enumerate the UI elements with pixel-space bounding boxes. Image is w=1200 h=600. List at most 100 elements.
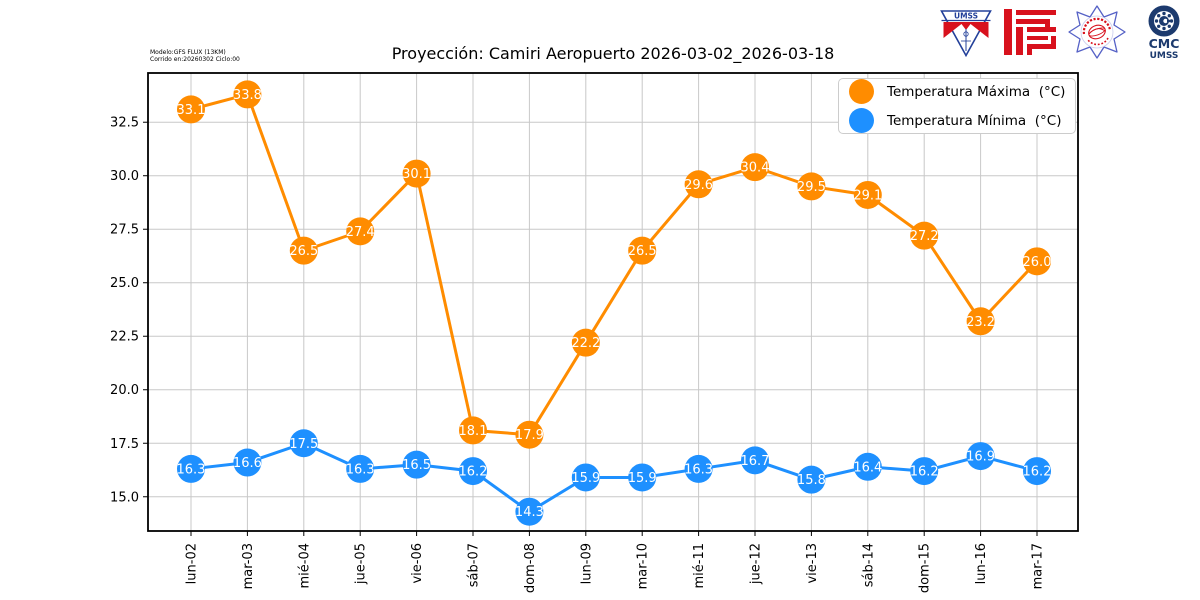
legend-item-temp-min: Temperatura Mínima (°C) xyxy=(839,108,1075,133)
data-label-min: 16.4 xyxy=(853,460,882,475)
data-point-max xyxy=(853,180,882,209)
chart-title: Proyección: Camiri Aeropuerto 2026-03-02… xyxy=(391,44,835,63)
x-tick-label: sáb-14 xyxy=(861,543,876,587)
data-point-min xyxy=(966,442,995,471)
logo-strip: UMSS xyxy=(940,4,1192,60)
data-label-max: 29.6 xyxy=(684,178,713,193)
data-point-min xyxy=(289,429,318,458)
cmc-umss-logo: CMC UMSS xyxy=(1148,5,1180,60)
fcyt-red-logo xyxy=(1004,9,1056,55)
data-point-min xyxy=(459,457,487,486)
data-label-max: 18.1 xyxy=(459,424,488,439)
data-label-min: 16.2 xyxy=(459,465,488,480)
cmc-logo-dots xyxy=(1154,11,1174,31)
data-point-min xyxy=(1023,457,1051,486)
y-tick-label: 22.5 xyxy=(110,330,139,345)
data-point-min xyxy=(797,465,826,494)
data-label-max: 26.5 xyxy=(289,244,318,259)
data-point-min xyxy=(177,454,205,483)
y-tick-label: 17.5 xyxy=(110,437,139,452)
y-tick-label: 20.0 xyxy=(110,383,139,398)
x-tick-label: jue-05 xyxy=(354,543,369,585)
data-point-max xyxy=(289,236,318,265)
legend-label-min: Temperatura Mínima (°C) xyxy=(887,112,1062,129)
data-point-min xyxy=(741,446,769,475)
data-label-min: 16.2 xyxy=(1023,465,1052,480)
data-point-max xyxy=(628,236,657,265)
data-point-min xyxy=(233,448,262,477)
data-label-min: 15.9 xyxy=(628,471,657,486)
data-label-max: 30.1 xyxy=(402,167,431,182)
model-info: Modelo:GFS FLUX (13KM) Corrido en:202603… xyxy=(150,49,240,63)
data-point-max xyxy=(233,80,262,109)
data-label-max: 33.8 xyxy=(233,88,262,103)
line-temp-max xyxy=(190,92,1039,437)
seal-star xyxy=(1068,5,1126,59)
data-point-max xyxy=(402,159,431,188)
x-tick-label: vie-13 xyxy=(805,543,820,584)
x-tick-label: lun-16 xyxy=(974,543,989,584)
data-point-max xyxy=(741,153,769,182)
legend-marker-max xyxy=(849,79,874,104)
data-point-max xyxy=(459,416,487,445)
data-label-min: 16.3 xyxy=(684,462,713,477)
run-line: Corrido en:20260302 Ciclo:00 xyxy=(150,56,240,63)
data-label-min: 17.5 xyxy=(289,437,318,452)
data-label-max: 26.0 xyxy=(1023,255,1052,270)
plot-border xyxy=(147,72,1079,532)
y-tick-label: 25.0 xyxy=(110,276,139,291)
y-tick-label: 30.0 xyxy=(110,169,139,184)
x-tick-label: sáb-07 xyxy=(467,543,482,587)
data-point-min xyxy=(515,497,544,526)
fcyt-red-bars xyxy=(1004,9,1056,55)
line-temp-min xyxy=(190,441,1038,514)
data-label-max: 26.5 xyxy=(628,244,657,259)
data-label-max: 23.2 xyxy=(966,315,995,330)
data-label-max: 27.4 xyxy=(346,225,375,240)
cmc-logo-text-line1: CMC xyxy=(1149,36,1180,51)
y-tick-label: 32.5 xyxy=(110,116,139,131)
data-label-max: 27.2 xyxy=(910,229,939,244)
data-label-min: 16.3 xyxy=(346,462,375,477)
x-tick-label: mié-04 xyxy=(297,543,312,589)
data-label-min: 15.8 xyxy=(797,473,826,488)
data-point-max xyxy=(571,328,600,357)
data-label-min: 16.3 xyxy=(177,462,206,477)
legend: Temperatura Máxima (°C) Temperatura Míni… xyxy=(838,78,1076,134)
cmc-logo-text-line2: UMSS xyxy=(1150,51,1179,60)
data-point-max xyxy=(797,172,826,201)
y-tick-label: 27.5 xyxy=(110,223,139,238)
legend-item-temp-max: Temperatura Máxima (°C) xyxy=(839,79,1075,104)
data-point-min xyxy=(628,463,657,492)
x-tick-label: dom-08 xyxy=(523,543,538,593)
data-point-max xyxy=(515,420,544,449)
x-tick-label: dom-15 xyxy=(918,543,933,593)
data-point-min xyxy=(346,454,375,483)
data-point-max xyxy=(910,221,939,250)
data-point-max xyxy=(1023,247,1051,276)
x-tick-label: mar-17 xyxy=(1031,543,1046,589)
data-point-max xyxy=(966,307,995,336)
data-point-max xyxy=(177,95,205,124)
data-label-max: 33.1 xyxy=(177,103,206,118)
data-label-max: 17.9 xyxy=(515,428,544,443)
data-label-max: 29.5 xyxy=(797,180,826,195)
data-point-max xyxy=(346,217,375,246)
data-point-min xyxy=(684,454,713,483)
x-tick-label: mié-11 xyxy=(692,543,707,589)
y-tick-label: 15.0 xyxy=(110,490,139,505)
data-label-max: 29.1 xyxy=(853,188,882,203)
data-point-max xyxy=(684,170,713,199)
data-label-min: 16.9 xyxy=(966,450,995,465)
data-label-max: 30.4 xyxy=(741,161,770,176)
data-label-min: 16.5 xyxy=(402,458,431,473)
data-point-min xyxy=(853,452,882,481)
data-point-min xyxy=(402,450,431,479)
x-tick-label: vie-06 xyxy=(410,543,425,584)
x-tick-label: mar-10 xyxy=(636,543,651,589)
legend-marker-min xyxy=(849,108,874,133)
data-label-min: 16.7 xyxy=(741,454,770,469)
data-label-min: 14.3 xyxy=(515,505,544,520)
x-tick-label: jue-12 xyxy=(749,543,764,585)
